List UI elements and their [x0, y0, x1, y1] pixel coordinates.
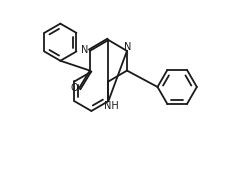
Text: N: N: [81, 45, 88, 55]
Text: NH: NH: [104, 101, 119, 111]
Text: N: N: [124, 42, 132, 52]
Text: O: O: [70, 83, 78, 94]
